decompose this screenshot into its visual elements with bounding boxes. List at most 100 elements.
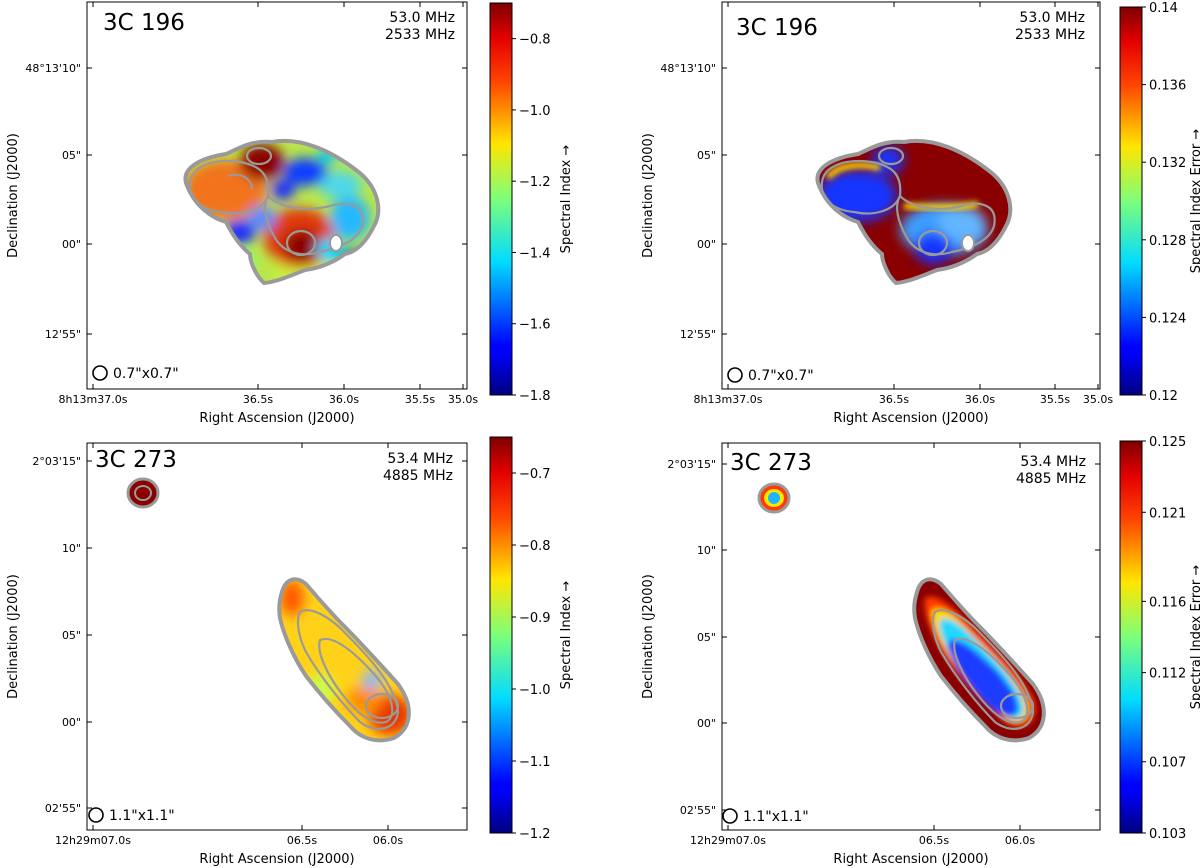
colorbar-tick-label: 0.128 — [1149, 234, 1186, 249]
beam-label: 0.7"x0.7" — [748, 368, 814, 384]
x-tick-label: 06.5s — [287, 834, 317, 847]
y-tick-label: 05" — [697, 149, 716, 162]
x-tick-label: 35.0s — [448, 393, 478, 406]
x-tick-label: 35.5s — [1040, 393, 1070, 406]
x-tick-label: 36.5s — [879, 393, 909, 406]
contours — [277, 577, 411, 743]
y-tick-label: 2°03'15" — [667, 458, 716, 471]
y-tick-label: 00" — [62, 716, 81, 729]
colorbar-tick-label: 0.12 — [1149, 389, 1178, 404]
colorbar-label: Spectral Index Error → — [1189, 565, 1200, 710]
colorbar-tick-label: 0.107 — [1149, 756, 1186, 771]
x-tick-label: 8h13m37.0s — [59, 393, 128, 406]
y-tick-label: 12'55" — [45, 328, 81, 341]
frequency-label: 4885 MHz — [1016, 471, 1086, 487]
panel-3c273-error — [721, 442, 1101, 831]
panel-3c196-error — [721, 1, 1101, 390]
y-tick-label: 02'55" — [680, 804, 716, 817]
y-axis-label: Declination (J2000) — [6, 133, 21, 258]
source-title: 3C 196 — [103, 10, 185, 36]
colorbar-tick-label: −0.7 — [519, 467, 551, 482]
x-tick-label: 36.5s — [243, 393, 273, 406]
y-tick-label: 05" — [62, 629, 81, 642]
x-tick-label: 12h29m07.0s — [55, 834, 131, 847]
contours — [912, 577, 1046, 743]
colorbar-label: Spectral Index → — [559, 581, 574, 690]
x-axis-label: Right Ascension (J2000) — [833, 411, 988, 426]
colorbar-tick-label: −1.8 — [519, 389, 551, 404]
y-tick-label: 05" — [62, 149, 81, 162]
beam-label: 1.1"x1.1" — [743, 809, 809, 825]
x-tick-label: 06.0s — [373, 834, 403, 847]
y-tick-label: 00" — [697, 717, 716, 730]
colorbar-tick-label: 0.112 — [1149, 667, 1186, 682]
y-tick-label: 00" — [697, 238, 716, 251]
colorbar-tick-label: 0.116 — [1149, 595, 1186, 610]
x-axis-label: Right Ascension (J2000) — [199, 852, 354, 867]
x-tick-label: 8h13m37.0s — [694, 393, 763, 406]
frequency-label: 2533 MHz — [385, 27, 455, 43]
source-title: 3C 273 — [95, 447, 177, 473]
x-axis-label: Right Ascension (J2000) — [833, 852, 988, 867]
colorbar-tick-label: 0.103 — [1149, 827, 1186, 842]
frequency-label: 2533 MHz — [1015, 27, 1085, 43]
x-tick-label: 36.0s — [329, 393, 359, 406]
plot-frame — [86, 442, 468, 831]
colorbar-tick-label: 0.125 — [1149, 435, 1186, 450]
source-title: 3C 196 — [736, 15, 818, 41]
frequency-label: 53.0 MHz — [1019, 10, 1085, 26]
frequency-label: 53.0 MHz — [389, 10, 455, 26]
y-tick-label: 12'55" — [680, 328, 716, 341]
colorbar-tick-label: −1.0 — [519, 683, 551, 698]
y-axis-label: Declination (J2000) — [641, 133, 656, 258]
colorbar-d — [1119, 440, 1143, 834]
panel-3c273-index — [86, 442, 468, 831]
core-blob — [126, 477, 160, 509]
colorbar-tick-label: −1.1 — [519, 755, 551, 770]
frequency-label: 53.4 MHz — [1020, 454, 1086, 470]
y-tick-label: 10" — [62, 542, 81, 555]
x-tick-label: 12h29m07.0s — [690, 834, 766, 847]
colorbar-tick-label: −0.8 — [519, 539, 551, 554]
y-axis-label: Declination (J2000) — [641, 574, 656, 699]
colorbar-tick-label: −1.2 — [519, 175, 551, 190]
y-tick-label: 48°13'10" — [25, 62, 81, 75]
contours — [183, 138, 381, 285]
x-tick-label: 06.5s — [919, 834, 949, 847]
x-tick-label: 36.0s — [965, 393, 995, 406]
x-tick-label: 06.0s — [1005, 834, 1035, 847]
y-tick-label: 05" — [697, 631, 716, 644]
colorbar-c — [489, 436, 513, 834]
colorbar-tick-label: −1.6 — [519, 318, 551, 333]
colorbar-tick-label: −1.2 — [519, 827, 551, 842]
spectral-index-error-map — [817, 140, 1011, 283]
colorbar-tick-label: 0.14 — [1149, 1, 1178, 16]
colorbar-tick-label: −1.4 — [519, 246, 551, 261]
colorbar-tick-label: −0.8 — [519, 33, 551, 48]
x-tick-label: 35.5s — [405, 393, 435, 406]
x-tick-label: 35.0s — [1083, 393, 1113, 406]
source-title: 3C 273 — [730, 450, 812, 476]
colorbar-tick-label: 0.136 — [1149, 79, 1186, 94]
colorbar-tick-label: 0.121 — [1149, 506, 1186, 521]
y-tick-label: 10" — [697, 544, 716, 557]
colorbar-label: Spectral Index → — [559, 145, 574, 254]
colorbar-label: Spectral Index Error → — [1189, 129, 1200, 274]
colorbar-tick-label: 0.132 — [1149, 156, 1186, 171]
colorbar-tick-label: 0.124 — [1149, 311, 1186, 326]
x-axis-label: Right Ascension (J2000) — [199, 411, 354, 426]
y-tick-label: 00" — [62, 238, 81, 251]
frequency-label: 53.4 MHz — [387, 451, 453, 467]
beam-label: 0.7"x0.7" — [113, 366, 179, 382]
beam-circle — [92, 365, 108, 381]
frequency-label: 4885 MHz — [383, 468, 453, 484]
colorbar-b — [1119, 6, 1143, 396]
y-axis-label: Declination (J2000) — [6, 574, 21, 699]
colorbar-tick-label: −1.0 — [519, 104, 551, 119]
y-tick-label: 2°03'15" — [32, 455, 81, 468]
beam-circle — [727, 367, 743, 383]
beam-circle — [88, 807, 104, 823]
colorbar-a — [489, 2, 513, 396]
beam-label: 1.1"x1.1" — [109, 808, 175, 824]
contours — [815, 138, 1013, 285]
